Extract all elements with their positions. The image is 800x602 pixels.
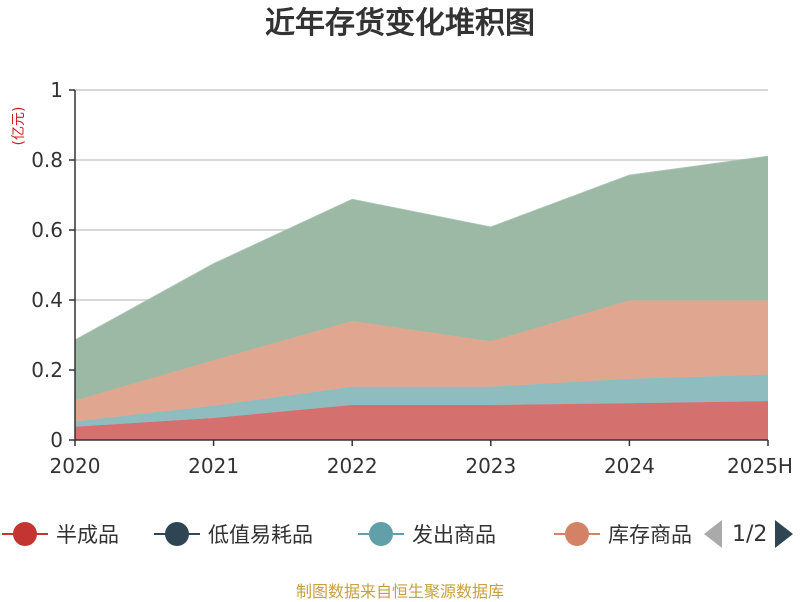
legend-swatch-icon	[356, 516, 406, 552]
legend-swatch-icon	[152, 516, 202, 552]
data-source-note: 制图数据来自恒生聚源数据库	[295, 582, 504, 601]
legend-item[interactable]: 半成品	[0, 516, 119, 552]
area-series-3	[75, 156, 768, 401]
legend-item[interactable]: 发出商品	[356, 516, 496, 552]
x-tick-label: 2024	[604, 454, 655, 478]
y-tick-label: 0.2	[31, 358, 63, 382]
legend-prev-page-icon[interactable]	[704, 520, 722, 548]
chart-title: 近年存货变化堆积图	[265, 6, 535, 41]
y-tick-label: 0.6	[31, 218, 63, 242]
legend-item[interactable]: 库存商品	[552, 516, 692, 552]
legend-swatch-icon	[552, 516, 602, 552]
legend-swatch-icon	[0, 516, 50, 552]
y-tick-label: 0	[50, 428, 63, 452]
area-series-1	[75, 374, 768, 427]
chart-legend: 半成品 低值易耗品 发出商品 库存商品	[0, 516, 800, 552]
x-tick-label: 2023	[465, 454, 516, 478]
legend-pager: 1/2	[698, 516, 794, 552]
legend-label: 发出商品	[412, 523, 496, 547]
legend-label: 库存商品	[608, 523, 692, 547]
y-tick-label: 0.4	[31, 288, 63, 312]
legend-item[interactable]: 低值易耗品	[152, 516, 313, 552]
legend-label: 低值易耗品	[208, 523, 313, 547]
x-tick-label: 2020	[50, 454, 101, 478]
legend-next-page-icon[interactable]	[775, 520, 794, 548]
legend-label: 半成品	[56, 523, 119, 547]
x-tick-label: 2025H	[727, 454, 793, 478]
x-tick-label: 2021	[188, 454, 239, 478]
stacked-area-chart: 0 0.2 0.4 0.6 0.8 1 2020 2021 2022 2023 2024 2025H	[31, 78, 793, 478]
area-series-edge-3	[74, 155, 769, 341]
x-tick-label: 2022	[327, 454, 378, 478]
area-series-0	[75, 401, 768, 440]
legend-page-indicator: 1/2	[732, 521, 768, 547]
y-tick-label: 1	[50, 78, 63, 102]
area-series-2	[75, 300, 768, 422]
y-tick-label: 0.8	[31, 148, 63, 172]
